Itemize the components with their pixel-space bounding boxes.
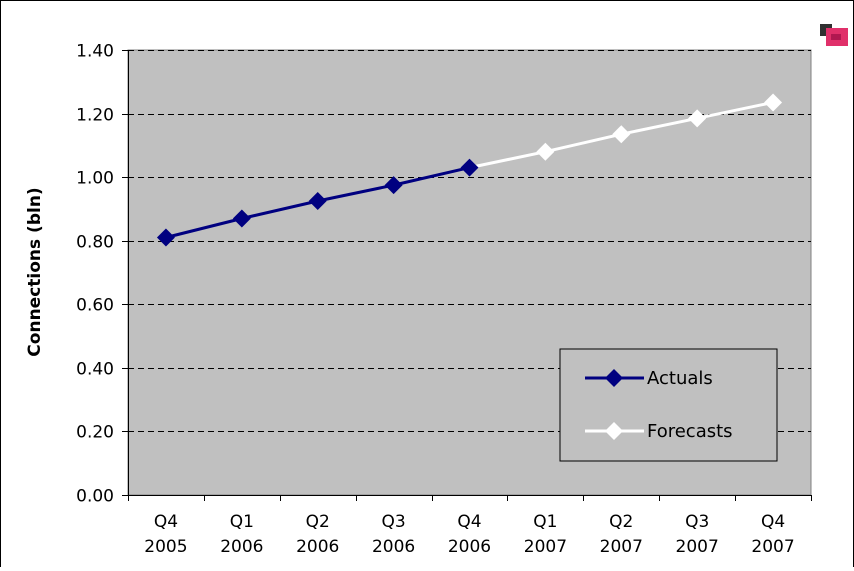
y-tick-label-2: 0.40 — [76, 360, 114, 380]
x-tick-label-3: Q3 2006 — [372, 512, 415, 557]
x-tick-label-8: Q4 2007 — [751, 512, 794, 557]
series-actuals-point-1 — [232, 209, 251, 228]
legend-box — [559, 348, 778, 462]
y-tick-label-4: 0.80 — [76, 233, 114, 253]
legend-forecasts-marker — [605, 422, 623, 440]
x-tick-label-0: Q4 2005 — [144, 512, 187, 557]
series-actuals-point-2 — [308, 191, 327, 210]
x-tick-label-2: Q2 2006 — [296, 512, 339, 557]
series-actuals-point-3 — [384, 176, 403, 195]
x-tick-label-1: Q1 2006 — [220, 512, 263, 557]
y-tick-label-3: 0.60 — [76, 296, 114, 316]
legend: Actuals Forecasts — [559, 348, 778, 462]
series-forecasts-point-1 — [536, 142, 555, 161]
y-axis-title: Connections (bln) — [25, 187, 45, 356]
series-actuals-point-0 — [156, 228, 175, 247]
axes: 0.00 0.20 0.40 0.60 0.80 1.00 1.20 1.40 Q4 2005 Q1… — [76, 42, 812, 557]
x-tick-label-5: Q1 2007 — [524, 512, 567, 557]
y-tick-label-6: 1.20 — [76, 106, 114, 126]
series-forecasts-point-4 — [764, 93, 783, 112]
series — [156, 93, 783, 247]
chart-corner-icon — [820, 24, 848, 46]
y-tick-label-5: 1.00 — [76, 169, 114, 189]
x-tick-label-4: Q4 2006 — [448, 512, 491, 557]
legend-actuals-label: Actuals — [647, 368, 713, 389]
gridlines — [128, 50, 811, 432]
y-tick-label-1: 0.20 — [76, 423, 114, 443]
y-tick-label-7: 1.40 — [76, 42, 114, 62]
legend-actuals-marker — [605, 369, 623, 387]
legend-forecasts-label: Forecasts — [647, 421, 733, 442]
x-tick-label-6: Q2 2007 — [600, 512, 643, 557]
series-actuals-point-4 — [460, 158, 479, 177]
series-forecasts-point-3 — [688, 109, 707, 128]
y-tick-label-0: 0.00 — [76, 487, 114, 507]
x-tick-label-7: Q3 2007 — [676, 512, 719, 557]
series-forecasts-point-2 — [612, 125, 631, 144]
